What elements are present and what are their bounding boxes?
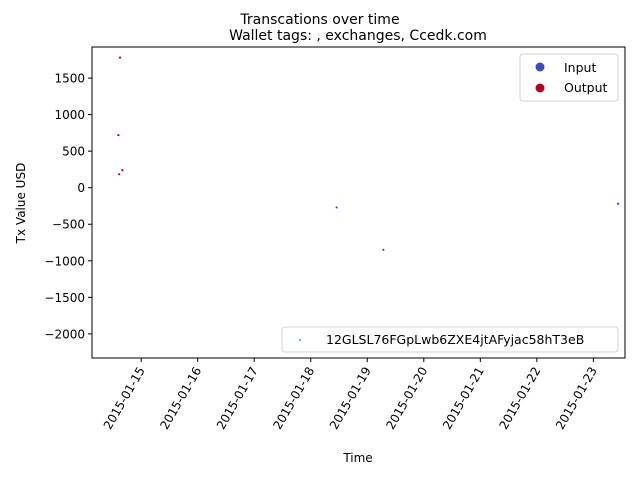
y-axis-label: Tx Value USD xyxy=(14,163,28,245)
y-tick-label: −1000 xyxy=(44,254,85,268)
legend-marker-input xyxy=(535,62,545,72)
x-tick-label: 2015-01-16 xyxy=(157,365,204,432)
legend-box xyxy=(281,326,619,353)
data-point-input xyxy=(335,206,338,209)
x-tick-label: 2015-01-22 xyxy=(496,365,543,432)
data-point-output xyxy=(118,173,121,176)
y-tick-label: −1500 xyxy=(44,291,85,305)
data-point-output xyxy=(121,169,124,172)
legend-marker-output xyxy=(535,83,545,93)
x-axis-label: Time xyxy=(342,451,372,465)
y-tick-label: −500 xyxy=(52,218,85,232)
y-tick-label: 1500 xyxy=(54,72,85,86)
x-tick-label: 2015-01-21 xyxy=(440,365,487,432)
plot-frame xyxy=(91,46,626,359)
data-points xyxy=(117,56,620,251)
legend-marker-wallet xyxy=(299,339,301,341)
x-tick-label: 2015-01-15 xyxy=(101,365,148,432)
data-point-output xyxy=(117,133,120,137)
data-point-input xyxy=(382,248,385,251)
legend-label-output: Output xyxy=(564,80,608,95)
x-tick-label: 2015-01-20 xyxy=(383,365,430,432)
legend-box xyxy=(519,53,619,102)
y-axis: 1500 1000 500 0 −500 −1000 −1500 −2000 xyxy=(44,72,92,341)
data-point-input xyxy=(616,202,620,205)
y-tick-label: 0 xyxy=(77,181,85,195)
x-tick-label: 2015-01-17 xyxy=(214,365,261,432)
chart-suptitle: Transcations over time xyxy=(239,12,399,28)
y-tick-label: 1000 xyxy=(54,108,85,122)
data-point-output xyxy=(118,56,122,59)
x-tick-label: 2015-01-23 xyxy=(553,365,600,432)
legend-wallet: 12GLSL76FGpLwb6ZXE4jtAFyjac58hT3eB xyxy=(281,326,619,353)
legend-label-input: Input xyxy=(564,60,596,75)
chart-title: Wallet tags: , exchanges, Ccedk.com xyxy=(229,28,487,44)
x-tick-label: 2015-01-19 xyxy=(327,365,374,432)
legend-label-wallet: 12GLSL76FGpLwb6ZXE4jtAFyjac58hT3eB xyxy=(326,332,584,347)
y-tick-label: 500 xyxy=(62,145,85,159)
x-tick-label: 2015-01-18 xyxy=(270,365,317,432)
y-tick-label: −2000 xyxy=(44,327,85,341)
x-axis: 2015-01-15 2015-01-16 2015-01-17 2015-01-18… xyxy=(101,358,600,432)
legend-series: Input Output xyxy=(519,53,619,102)
